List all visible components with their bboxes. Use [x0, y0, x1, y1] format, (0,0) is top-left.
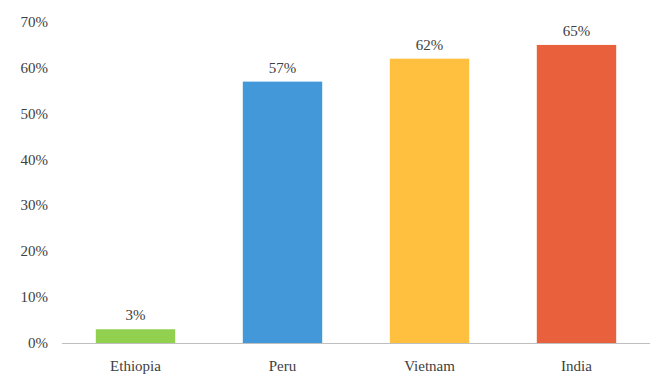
bar — [390, 59, 469, 343]
chart: 0% 10% 20% 30% 40% 50% 60% 70% Ethiopia 3% Peru 57%… — [0, 0, 671, 390]
x-tick-label: Peru — [269, 358, 297, 374]
y-tick-label: 30% — [21, 197, 49, 213]
bar — [243, 82, 322, 343]
x-axis — [62, 343, 650, 344]
y-tick-label: 50% — [21, 106, 49, 122]
y-tick-label: 40% — [21, 152, 49, 168]
chart-svg: 0% 10% 20% 30% 40% 50% 60% 70% Ethiopia 3% Peru 57%… — [0, 0, 671, 390]
data-label: 3% — [126, 307, 146, 323]
data-label: 62% — [416, 37, 444, 53]
y-tick-label: 10% — [21, 289, 49, 305]
y-tick-label: 60% — [21, 60, 49, 76]
x-tick-label: India — [561, 358, 592, 374]
y-tick-label: 0% — [28, 335, 48, 351]
bars — [96, 45, 616, 343]
bar — [537, 45, 616, 343]
y-tick-label: 70% — [21, 14, 49, 30]
x-tick-label: Vietnam — [404, 358, 455, 374]
x-tick-label: Ethiopia — [110, 358, 161, 374]
bar — [96, 329, 175, 343]
data-label: 57% — [269, 60, 297, 76]
y-tick-label: 20% — [21, 243, 49, 259]
data-label: 65% — [563, 23, 591, 39]
